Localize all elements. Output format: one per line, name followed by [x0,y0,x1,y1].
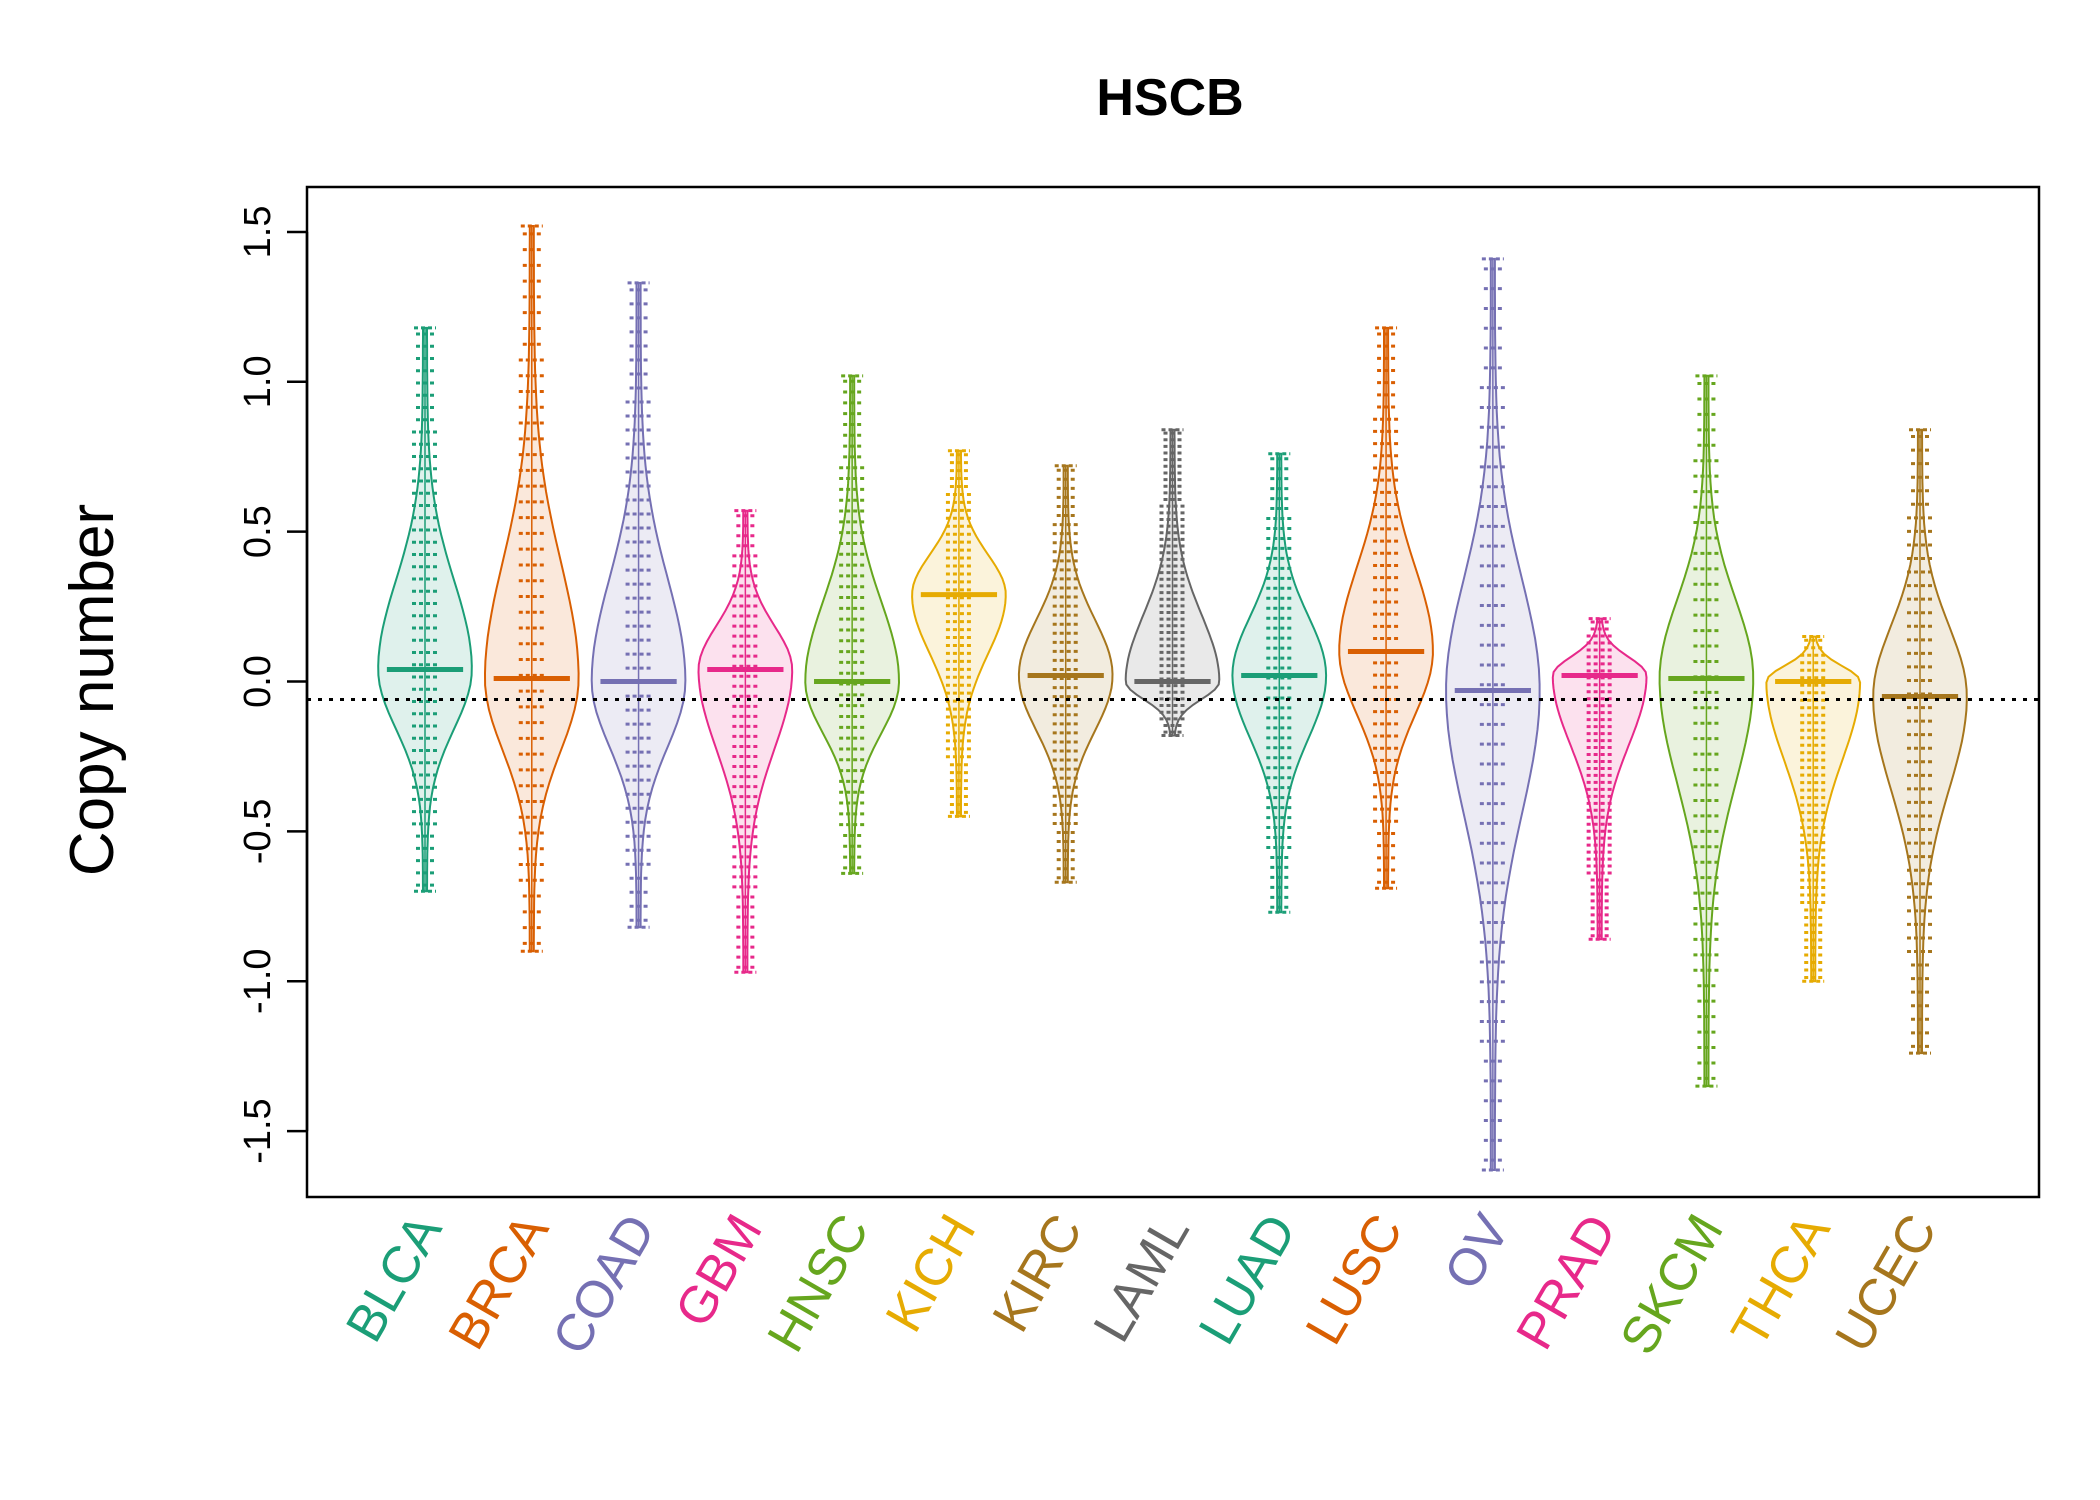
bean-prad [1551,617,1648,941]
category-label-laml: LAML [1083,1205,1201,1352]
y-tick-label: -1.0 [237,948,279,1013]
y-tick-label: 1.0 [237,355,279,408]
y-axis: -1.5 -1.0 -0.5 0.0 0.5 1.0 1.5 [237,206,309,1164]
category-label-hnsc: HNSC [757,1205,881,1362]
category-label-thca: THCA [1721,1205,1842,1357]
bean-brca [483,224,580,953]
y-tick-label: -0.5 [237,799,279,864]
y-tick-label: -1.5 [237,1098,279,1163]
category-label-luad: LUAD [1188,1205,1308,1354]
bean-luad [1231,452,1328,914]
bean-kirc [1017,464,1114,884]
beans-layer [377,224,1968,1172]
y-tick-label: 1.5 [237,206,279,259]
bean-ov [1445,257,1541,1172]
bean-lusc [1338,326,1434,890]
category-label-skcm: SKCM [1609,1205,1734,1364]
bean-gbm [697,509,794,974]
category-label-blca: BLCA [335,1205,453,1352]
category-label-lusc: LUSC [1295,1205,1415,1354]
y-tick-label: 0.0 [237,655,279,708]
category-label-kirc: KIRC [982,1205,1094,1342]
category-label-kich: KICH [875,1205,987,1342]
bean-skcm [1658,374,1755,1088]
chart-title: HSCB [1096,69,1243,127]
bean-coad [590,281,687,929]
category-label-ucec: UCEC [1824,1205,1948,1362]
category-label-ov: OV [1433,1205,1521,1299]
bean-kich [911,449,1007,818]
y-axis-label: Copy number [58,504,127,876]
bean-laml [1124,428,1221,737]
bean-hnsc [804,374,901,875]
category-label-coad: COAD [542,1205,667,1364]
y-tick-label: 0.5 [237,505,279,558]
category-label-gbm: GBM [664,1205,773,1337]
bean-ucec [1872,428,1968,1055]
bean-thca [1765,635,1862,983]
bean-blca [377,326,473,893]
